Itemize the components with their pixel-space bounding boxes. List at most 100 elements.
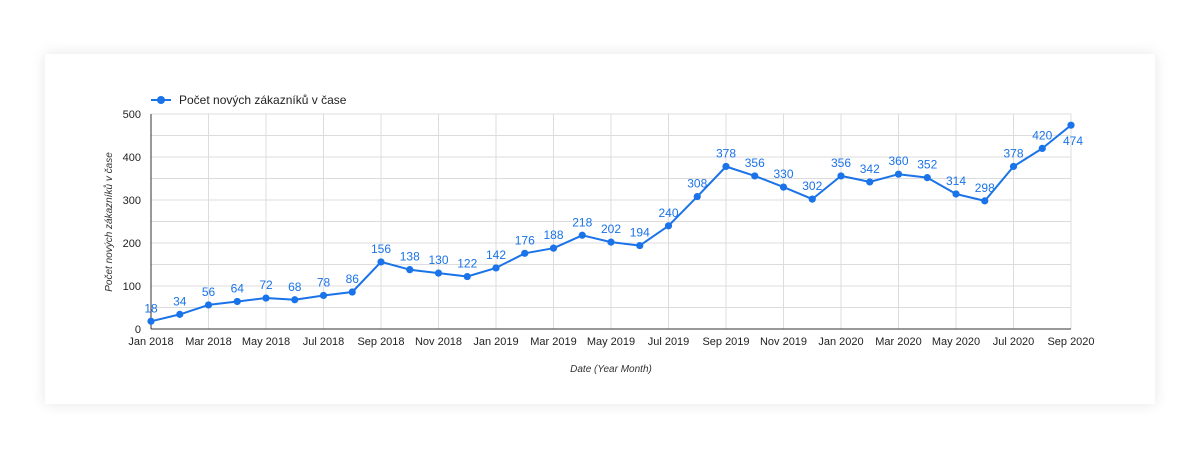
legend-label: Počet nových zákazníků v čase [179,93,347,107]
data-point[interactable] [952,190,960,198]
data-label: 64 [231,281,245,295]
y-tick-label: 200 [123,238,141,250]
data-label: 314 [946,174,966,188]
x-tick-label: May 2020 [932,336,980,348]
line-chart: Počet nových zákazníků v čase Jan 2018 Ma… [103,93,1095,375]
data-label: 352 [917,158,937,172]
data-point[interactable] [808,195,816,203]
data-label: 378 [1003,146,1023,160]
data-point[interactable] [147,317,155,325]
y-tick-label: 300 [123,195,141,207]
legend-marker [157,96,165,104]
x-tick-label: Sep 2019 [702,336,749,348]
x-tick-label: Jul 2020 [993,336,1035,348]
data-label: 356 [831,156,851,170]
data-label: 138 [400,250,420,264]
data-point[interactable] [981,197,989,205]
x-tick-label: Jul 2018 [303,336,345,348]
x-tick-labels: Jan 2018 Mar 2018 May 2018 Jul 2018 Sep 2018… [128,336,1094,348]
data-label: 240 [658,206,678,220]
data-label: 474 [1063,134,1083,148]
x-tick-label: Sep 2018 [357,336,404,348]
data-label: 176 [515,233,535,247]
y-tick-label: 500 [123,109,141,121]
data-point[interactable] [779,183,788,191]
data-point[interactable] [866,178,874,186]
data-point[interactable] [406,266,414,274]
x-tick-label: Jan 2019 [473,336,518,348]
x-tick-label: Mar 2018 [185,336,231,348]
data-point[interactable] [837,172,845,180]
data-labels: 18 34 56 64 72 68 78 86 156 138 130 122 142 176 188 218… [144,128,1083,315]
y-tick-label: 0 [135,324,141,336]
data-label: 342 [860,162,880,176]
data-point[interactable] [1009,162,1018,171]
x-tick-label: Nov 2019 [760,336,807,348]
y-axis-title: Počet nových zákazníků v čase [103,152,115,292]
data-label: 122 [457,257,477,271]
data-label: 330 [773,167,793,181]
data-label: 218 [572,215,592,229]
data-point[interactable] [607,238,615,246]
data-point[interactable] [664,222,673,230]
data-label: 194 [630,226,650,240]
series-line-group [147,121,1075,325]
data-label: 308 [687,177,707,191]
data-point[interactable] [377,258,385,266]
data-label: 130 [428,253,448,267]
data-label: 72 [259,278,273,292]
data-point[interactable] [636,241,644,250]
axes [150,114,1071,330]
x-tick-label: Jan 2020 [818,336,863,348]
x-tick-label: Mar 2020 [875,336,921,348]
data-label: 298 [975,181,995,195]
data-point[interactable] [262,294,270,302]
x-tick-label: May 2019 [587,336,635,348]
data-label: 360 [888,154,908,168]
data-point[interactable] [1038,144,1046,152]
data-point[interactable] [319,291,328,300]
data-point[interactable] [463,272,471,281]
data-point[interactable] [521,249,529,257]
data-point[interactable] [233,297,241,306]
data-point[interactable] [291,296,299,304]
data-point[interactable] [434,269,443,277]
data-label: 356 [745,156,765,170]
data-label: 420 [1032,128,1052,142]
data-label: 188 [543,228,563,242]
data-point[interactable] [348,288,356,296]
x-tick-label: Mar 2019 [530,336,576,348]
data-label: 78 [317,275,331,289]
data-point[interactable] [176,310,184,318]
x-tick-label: Sep 2020 [1047,336,1094,348]
x-tick-label: Jan 2018 [128,336,173,348]
data-label: 68 [288,280,302,294]
x-tick-label: May 2018 [242,336,290,348]
legend[interactable]: Počet nových zákazníků v čase [151,93,347,107]
y-tick-label: 100 [123,281,141,293]
data-point[interactable] [894,170,903,178]
data-point[interactable] [923,174,931,182]
chart-card: Počet nových zákazníků v čase Jan 2018 Ma… [45,54,1155,404]
data-label: 86 [346,272,360,286]
x-tick-label: Nov 2018 [415,336,462,348]
data-point[interactable] [204,301,213,309]
y-tick-label: 400 [123,152,141,164]
data-label: 56 [202,285,216,299]
data-point[interactable] [722,162,730,171]
data-point[interactable] [549,244,558,252]
data-point[interactable] [1067,121,1075,129]
data-point[interactable] [751,172,759,180]
y-tick-labels: 0 100 200 300 400 500 [123,109,141,336]
data-label: 302 [802,179,822,193]
data-point[interactable] [693,192,701,201]
data-label: 156 [371,242,391,256]
data-point[interactable] [578,231,586,239]
x-tick-label: Jul 2019 [648,336,690,348]
data-label: 378 [716,146,736,160]
data-label: 34 [173,294,187,308]
data-point[interactable] [492,264,500,272]
data-label: 142 [486,248,506,262]
data-label: 18 [144,301,158,315]
x-axis-title: Date (Year Month) [570,364,652,375]
